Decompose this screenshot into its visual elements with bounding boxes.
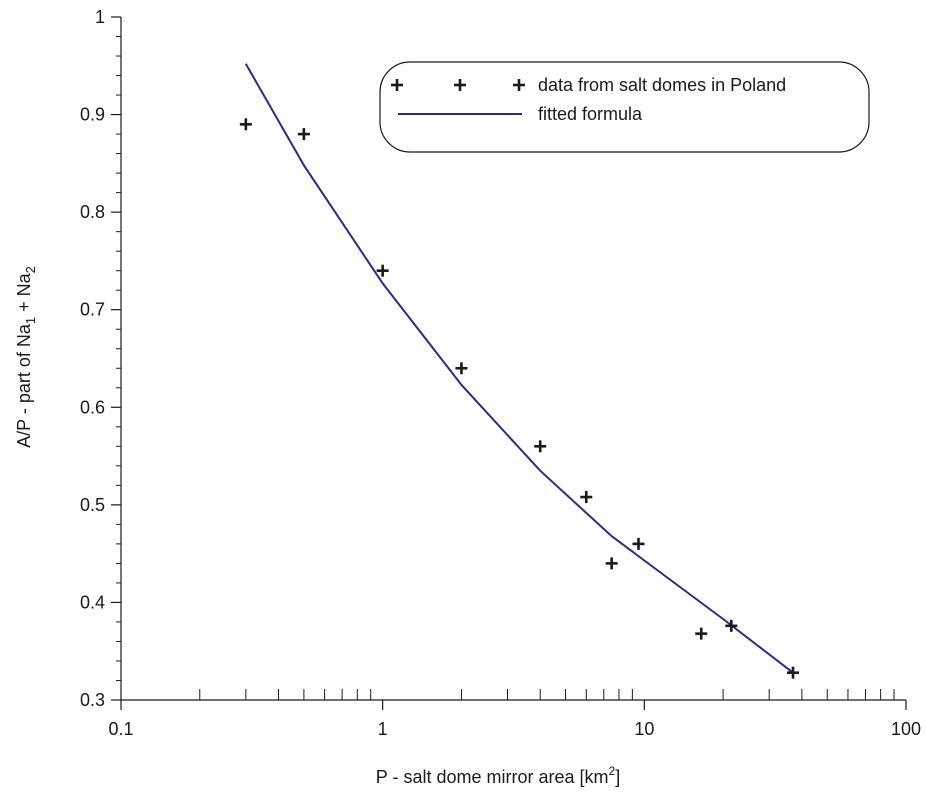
y-tick-label: 0.8	[80, 202, 105, 222]
y-tick-label: 0.6	[80, 397, 105, 417]
data-point	[534, 440, 547, 453]
y-axis-title-sub-2: 2	[23, 266, 38, 273]
data-point	[725, 619, 738, 632]
y-tick-label: 0.4	[80, 592, 105, 612]
x-axis-title-main: P - salt dome mirror area [km	[376, 767, 609, 787]
data-point	[455, 362, 468, 375]
points-layer	[239, 118, 800, 679]
legend-box	[379, 61, 870, 153]
legend-marker-data	[391, 79, 403, 91]
data-point	[787, 666, 800, 679]
data-point	[695, 627, 708, 640]
x-axis-title-sup: 2	[609, 764, 616, 778]
data-point	[297, 128, 310, 141]
y-tick-label: 0.5	[80, 495, 105, 515]
data-point	[580, 491, 593, 504]
x-tick-label: 100	[891, 719, 921, 739]
data-point	[376, 264, 389, 277]
x-axis-title: P - salt dome mirror area [km2]	[376, 764, 620, 787]
fitted-formula-line	[244, 63, 794, 674]
data-point	[239, 118, 252, 131]
ticks: 0.3 0.4 0.5 0.6 0.7 0.8 0.9 1 0.1 1 10 100	[80, 7, 921, 739]
x-tick-label: 0.1	[108, 719, 133, 739]
y-axis-title-part-a: A/P - part of Na	[14, 323, 34, 448]
legend-marker-data	[454, 79, 466, 91]
data-point	[605, 557, 618, 570]
y-tick-label: 1	[95, 7, 105, 27]
x-tick-label: 1	[378, 719, 388, 739]
legend: data from salt domes in Poland fitted fo…	[379, 61, 870, 153]
y-axis-title: A/P - part of Na1 + Na2	[14, 266, 38, 448]
axes	[120, 17, 906, 701]
legend-marker-data	[513, 79, 525, 91]
x-axis-title-tail: ]	[615, 767, 620, 787]
y-tick-label: 0.7	[80, 300, 105, 320]
legend-label-fitted: fitted formula	[538, 104, 643, 124]
fit-line-layer	[244, 63, 794, 674]
legend-label-data: data from salt domes in Poland	[538, 75, 786, 95]
y-axis-title-sub-1: 1	[23, 317, 38, 324]
data-point	[632, 537, 645, 550]
y-tick-label: 0.9	[80, 105, 105, 125]
x-tick-label: 10	[634, 719, 654, 739]
legend-markers	[391, 79, 525, 91]
y-tick-label: 0.3	[80, 690, 105, 710]
y-axis-title-part-b: + Na	[14, 272, 34, 317]
